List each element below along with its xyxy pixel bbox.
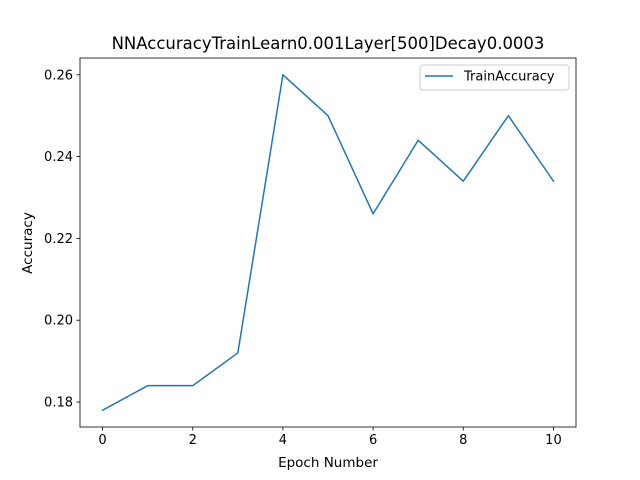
y-tick-label: 0.20 — [44, 314, 73, 329]
x-tick-label: 0 — [98, 433, 106, 448]
chart-title: NNAccuracyTrainLearn0.001Layer[500]Decay… — [112, 34, 545, 53]
y-axis-label: Accuracy — [20, 212, 36, 274]
y-tick-label: 0.24 — [44, 150, 73, 165]
legend: TrainAccuracy — [419, 64, 570, 91]
x-tick-label: 10 — [545, 433, 562, 448]
x-tick-label: 6 — [369, 433, 377, 448]
legend-label: TrainAccuracy — [463, 70, 555, 85]
x-tick-label: 2 — [189, 433, 197, 448]
y-tick-label: 0.26 — [44, 68, 73, 83]
legend-box — [419, 64, 570, 91]
series-line-0 — [101, 74, 555, 412]
x-axis-label: Epoch Number — [278, 455, 378, 471]
y-tick-label: 0.22 — [44, 232, 73, 247]
axes-frame — [79, 57, 577, 428]
plot-area: 0 2 4 6 8 10 0.18 0.20 0.22 0.24 0.26 TrainAccuracy — [44, 57, 577, 448]
x-tick-label: 8 — [459, 433, 467, 448]
y-tick-label: 0.18 — [44, 396, 73, 411]
x-tick-label: 4 — [279, 433, 287, 448]
